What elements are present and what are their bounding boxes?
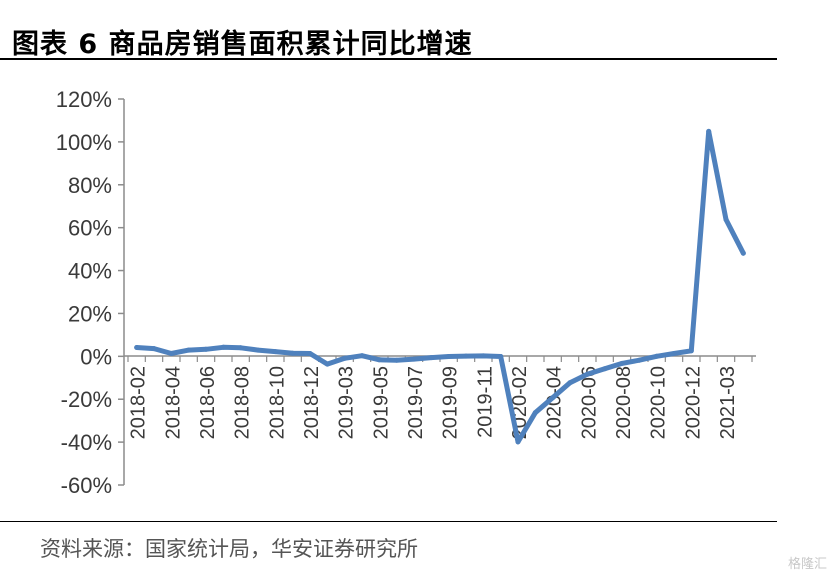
x-tick-label: 2018-10	[266, 366, 288, 439]
data-point	[359, 353, 365, 359]
x-tick-label: 2018-02	[128, 366, 150, 439]
y-tick-label: -40%	[61, 430, 112, 455]
data-point	[186, 347, 192, 353]
y-tick-label: 20%	[68, 301, 112, 326]
y-tick-label: -20%	[61, 387, 112, 412]
y-tick-label: 100%	[56, 130, 112, 155]
x-axis: 2018-02 2018-04 2018-06 2018-08 2018-10 2018-…	[124, 355, 756, 439]
data-point	[688, 348, 694, 354]
data-point	[255, 347, 261, 353]
x-tick-label: 2020-10	[648, 366, 670, 439]
data-point	[636, 357, 642, 363]
figure-title: 图表 6 商品房销售面积累计同比增速	[12, 29, 473, 60]
data-point	[723, 217, 729, 222]
data-point	[203, 346, 209, 352]
data-point	[238, 345, 244, 351]
footer-rule	[0, 521, 777, 522]
title-rule	[0, 58, 777, 60]
data-point	[168, 351, 174, 356]
data-point	[515, 439, 521, 445]
y-tick-label: -60%	[61, 473, 112, 498]
y-tick-label: 40%	[68, 259, 112, 284]
x-tick-label: 2018-08	[232, 366, 254, 439]
data-point	[342, 355, 348, 361]
y-tick-label: 60%	[68, 216, 112, 241]
data-point	[602, 366, 608, 372]
data-point	[290, 350, 296, 356]
data-point	[394, 357, 400, 363]
data-point	[446, 354, 452, 359]
data-point	[220, 344, 226, 350]
x-tick-label: 2019-09	[440, 366, 462, 439]
y-tick-label: 80%	[68, 173, 112, 198]
y-axis: -60% -40% -20% 0% 20% 40% 60% 80% 100% 120%	[56, 87, 125, 498]
data-point	[498, 354, 504, 359]
data-point	[550, 395, 556, 401]
x-tick-label: 2020-06	[578, 366, 600, 439]
x-tick-label: 2019-05	[370, 366, 392, 439]
data-point	[740, 250, 746, 256]
data-point	[567, 380, 573, 386]
series	[134, 128, 746, 445]
x-tick-label: 2018-12	[301, 366, 323, 439]
data-point	[428, 355, 434, 361]
data-point	[480, 353, 486, 359]
watermark: 格隆汇	[787, 557, 827, 572]
source-note: 资料来源：国家统计局，华安证券研究所	[40, 537, 418, 561]
data-point	[324, 361, 330, 367]
y-tick-label: 0%	[80, 344, 112, 369]
series-line	[134, 128, 746, 445]
data-point	[463, 353, 469, 359]
y-tick-label: 120%	[56, 87, 112, 112]
data-point	[411, 356, 417, 362]
x-tick-label: 2020-04	[544, 366, 566, 439]
x-tick-label: 2021-03	[717, 366, 739, 439]
data-point	[671, 351, 677, 356]
x-tick-label: 2019-03	[336, 366, 358, 439]
x-tick-label: 2018-06	[197, 366, 219, 439]
data-point	[706, 128, 712, 134]
x-tick-label: 2020-08	[613, 366, 635, 439]
data-point	[376, 357, 382, 363]
data-point	[532, 410, 538, 416]
x-tick-label: 2019-07	[405, 366, 427, 439]
data-point	[307, 351, 313, 356]
data-point	[134, 345, 140, 350]
data-points	[134, 128, 746, 445]
data-point	[654, 353, 660, 359]
data-point	[272, 349, 278, 355]
x-tick-label: 2020-12	[682, 366, 704, 439]
data-point	[619, 360, 625, 366]
data-point	[151, 346, 157, 352]
x-tick-label: 2018-04	[162, 366, 184, 439]
x-tick-label: 2019-11	[474, 366, 496, 438]
data-point	[584, 371, 590, 377]
